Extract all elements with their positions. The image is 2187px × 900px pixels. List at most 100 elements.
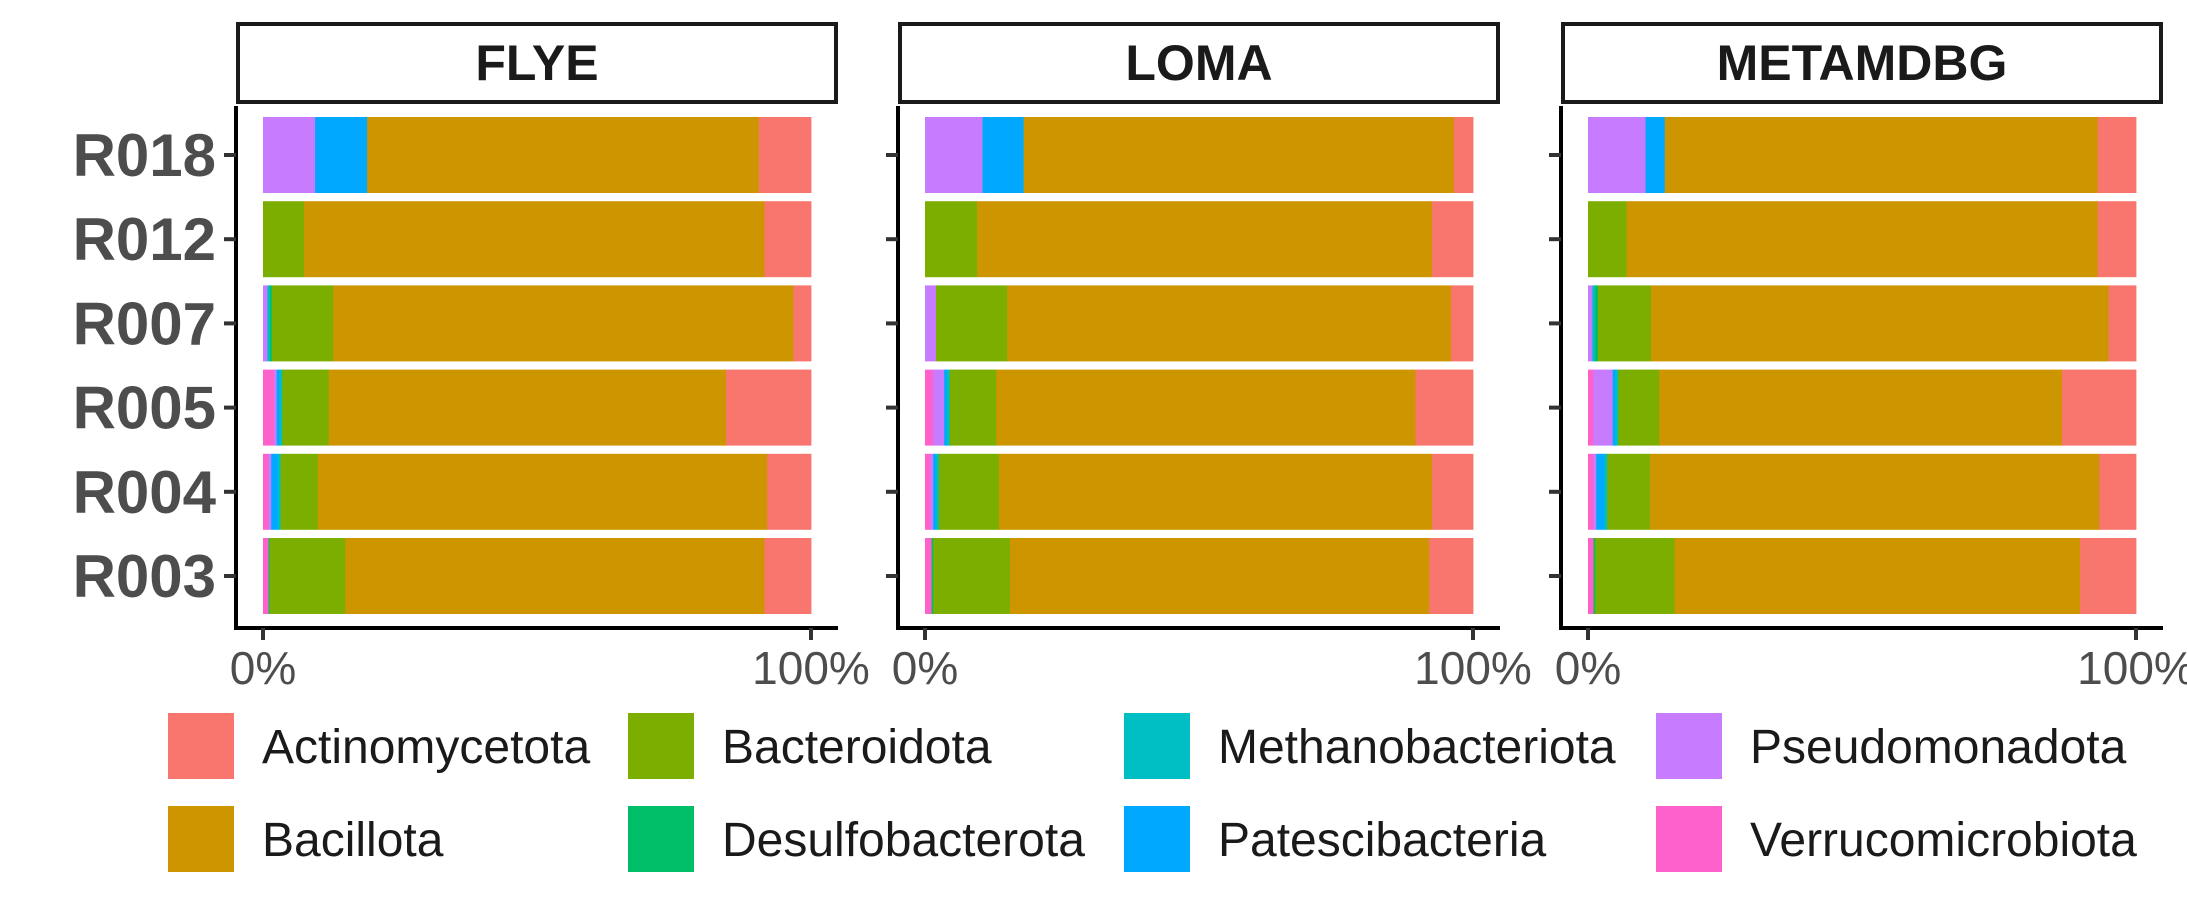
bar-row-r004 [1588,453,2137,530]
bar-segment-bacillota [304,201,765,278]
bar-segment-methanobacteriota [277,453,281,530]
bar-segment-bacteroidota [269,538,346,614]
legend-swatch [628,713,694,779]
bar-segment-actinomycetota [1431,201,1474,278]
x-tick-label: 100% [1414,642,1532,694]
x-tick-label: 0% [892,642,958,694]
bar-segment-bacillota [345,538,765,614]
bar-segment-patescibacteria [276,369,280,446]
bar-segment-verrucomicrobiota [263,538,269,614]
bar-segment-actinomycetota [1451,285,1474,362]
bar-segment-actinomycetota [2097,117,2137,193]
bar-segment-bacteroidota [935,285,1008,362]
bar-segment-verrucomicrobiota [1588,369,1594,446]
legend: Actinomycetota Bacteroidota Methanobacteri… [168,713,2137,872]
bar-segment-pseudomonadota [1588,285,1593,362]
bar-segment-verrucomicrobiota [263,453,269,530]
bar-segment-patescibacteria [1596,453,1605,530]
legend-item-desulfobacterota: Desulfobacterota [628,806,1085,872]
legend-item-verrucomicrobiota: Verrucomicrobiota [1656,806,2137,872]
bar-segment-bacillota [1674,538,2081,614]
bar-segment-verrucomicrobiota [925,538,932,614]
bar-row-r005 [263,369,812,446]
bar-row-r005 [925,369,1474,446]
bar-segment-actinomycetota [2080,538,2137,614]
bar-segment-verrucomicrobiota [263,369,275,446]
bar-row-r003 [1588,538,2137,614]
bar-segment-actinomycetota [2108,285,2137,362]
bar-segment-patescibacteria [271,453,279,530]
facet-strip: LOMA [898,22,1500,104]
bar-segment-patescibacteria [315,117,368,193]
bar-segment-actinomycetota [1431,453,1474,530]
bar-segment-bacteroidota [271,285,334,362]
bar-segment-patescibacteria [933,453,937,530]
bar-segment-verrucomicrobiota [1588,538,1594,614]
bar-segment-bacillota [1626,201,2099,278]
bar-segment-methanobacteriota [935,453,940,530]
bar-segment-bacteroidota [938,453,1000,530]
bar-row-r003 [263,538,812,614]
facet-title: LOMA [1125,35,1272,91]
bar-segment-actinomycetota [764,538,812,614]
y-tick-label: R012 [73,206,216,273]
bar-segment-pseudomonadota [933,369,945,446]
bar-segment-bacteroidota [263,201,305,278]
legend-label: Bacteroidota [722,721,992,774]
bar-segment-actinomycetota [764,201,812,278]
bar-segment-bacillota [1651,285,2109,362]
y-tick-label: R005 [73,375,216,442]
bar-segment-actinomycetota [1429,538,1474,614]
legend-item-patescibacteria: Patescibacteria [1124,806,1546,872]
facet-strip-box [898,22,1500,104]
y-tick-label: R003 [73,543,216,610]
bar-row-r007 [1588,285,2137,362]
bar-segment-actinomycetota [758,117,812,193]
facet-panels: FLYE R018 R012 R007 R005 R004 R003 0% 100% LOMA 0%… [73,22,2187,694]
bar-row-r005 [1588,369,2137,446]
bar-segment-bacillota [1659,369,2063,446]
bar-segment-verrucomicrobiota [1588,453,1594,530]
bar-segment-pseudomonadota [273,369,278,446]
bar-segment-bacillota [367,117,760,193]
bar-row-r007 [263,285,812,362]
bar-segment-methanobacteriota [279,369,283,446]
bar-row-r018 [1588,117,2137,193]
legend-swatch [1656,713,1722,779]
bar-segment-actinomycetota [1453,117,1474,193]
facet-title: FLYE [475,35,598,91]
bar-row-r012 [1588,201,2137,278]
bar-segment-bacillota [333,285,794,362]
y-tick-label: R004 [73,459,217,526]
bar-segment-bacillota [1009,538,1430,614]
bar-segment-actinomycetota [793,285,812,362]
legend-item-bacteroidota: Bacteroidota [628,713,992,779]
bar-segment-desulfobacterota [1593,538,1596,614]
bar-segment-verrucomicrobiota [925,453,931,530]
bar-segment-methanobacteriota [267,285,271,362]
bar-segment-bacteroidota [282,369,330,446]
facet-strip: FLYE [236,22,838,104]
bar-segment-bacillota [996,369,1416,446]
bar-segment-bacteroidota [925,201,978,278]
bar-segment-patescibacteria [944,369,948,446]
x-tick-label: 100% [752,642,870,694]
x-tick-label: 0% [230,642,296,694]
x-tick-label: 100% [2077,642,2187,694]
bar-segment-actinomycetota [2062,369,2137,446]
legend-label: Pseudomonadota [1750,721,2127,774]
facet-title: METAMDBG [1717,35,2008,91]
bar-row-r003 [925,538,1474,614]
bar-segment-pseudomonadota [1593,369,1614,446]
bar-segment-pseudomonadota [925,285,937,362]
bar-segment-bacillota [1649,453,2100,530]
bar-segment-bacillota [998,453,1433,530]
legend-item-bacillota: Bacillota [168,806,444,872]
bar-segment-actinomycetota [2097,201,2137,278]
bar-segment-pseudomonadota [925,117,983,193]
bar-segment-patescibacteria [982,117,1025,193]
bar-segment-pseudomonadota [268,453,272,530]
legend-swatch [1656,806,1722,872]
bar-segment-pseudomonadota [930,453,934,530]
